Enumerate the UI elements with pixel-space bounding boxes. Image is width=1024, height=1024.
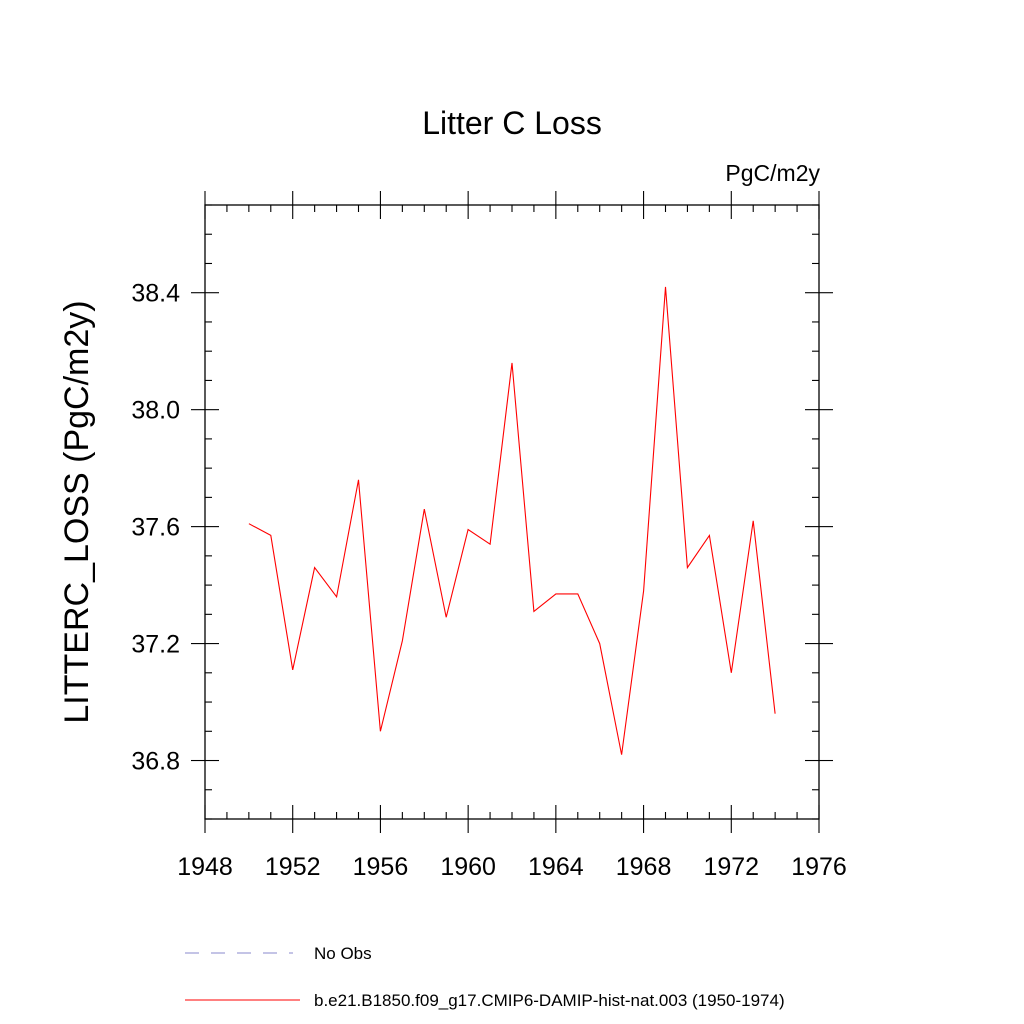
y-tick-label: 37.6	[131, 514, 180, 542]
plot-frame	[204, 204, 820, 820]
x-tick-label: 1948	[177, 853, 233, 881]
x-tick-label: 1972	[703, 853, 759, 881]
legend: No Obs b.e21.B1850.f09_g17.CMIP6-DAMIP-h…	[185, 944, 785, 1010]
x-tick-label: 1952	[265, 853, 321, 881]
series-group	[248, 286, 776, 755]
x-tick-label: 1968	[616, 853, 672, 881]
series-line	[248, 286, 776, 755]
axis-ticks: 1948 1952 1956 1960 1964 1968 1972 1976 36.8 37.2…	[131, 191, 847, 881]
x-tick-label: 1956	[353, 853, 409, 881]
y-tick-label: 36.8	[131, 748, 180, 776]
legend-label-model: b.e21.B1850.f09_g17.CMIP6-DAMIP-hist-nat…	[314, 991, 785, 1010]
y-axis-label: LITTERC_LOSS (PgC/m2y)	[58, 300, 96, 723]
x-tick-label: 1976	[791, 853, 847, 881]
x-tick-label: 1960	[440, 853, 496, 881]
y-tick-label: 38.0	[131, 397, 180, 425]
legend-label-no-obs: No Obs	[314, 944, 372, 963]
y-tick-label: 37.2	[131, 631, 180, 659]
x-tick-label: 1964	[528, 853, 584, 881]
units-label: PgC/m2y	[725, 160, 820, 186]
chart-title: Litter C Loss	[422, 105, 602, 141]
y-tick-label: 38.4	[131, 280, 180, 308]
